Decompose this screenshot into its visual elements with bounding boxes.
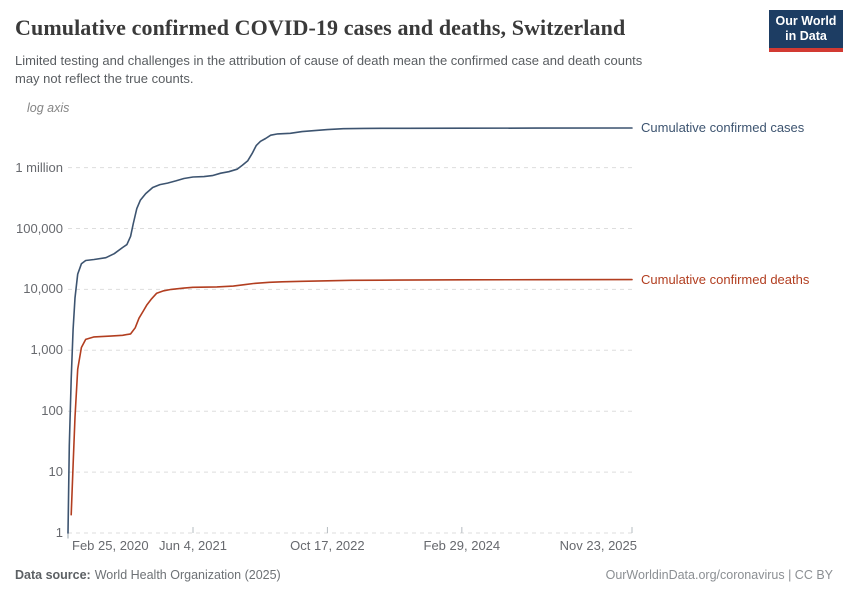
owid-logo-line-2: in Data: [785, 29, 827, 43]
cases-line[interactable]: [67, 127, 633, 534]
data-source: Data source: World Health Organization (2…: [15, 568, 281, 582]
chart-footer: Data source: World Health Organization (2…: [0, 564, 850, 600]
owid-logo[interactable]: Our World in Data: [769, 10, 843, 52]
deaths-line[interactable]: [70, 278, 633, 516]
data-source-label: Data source:: [15, 568, 91, 582]
subtitle-line-2: may not reflect the true counts.: [15, 71, 194, 86]
owid-logo-line-1: Our World: [775, 14, 837, 28]
chart-subtitle: Limited testing and challenges in the at…: [15, 52, 775, 88]
log-axis-note: log axis: [27, 101, 70, 115]
page-title: Cumulative confirmed COVID-19 cases and …: [15, 15, 626, 40]
subtitle-line-1: Limited testing and challenges in the at…: [15, 53, 643, 68]
credit-link[interactable]: OurWorldinData.org/coronavirus | CC BY: [605, 568, 833, 582]
data-source-value: World Health Organization (2025): [94, 568, 281, 582]
